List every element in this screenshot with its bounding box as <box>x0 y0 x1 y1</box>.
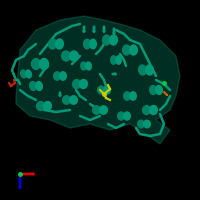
Ellipse shape <box>146 65 153 75</box>
Ellipse shape <box>130 45 137 55</box>
Ellipse shape <box>30 82 36 90</box>
Ellipse shape <box>93 106 100 114</box>
Ellipse shape <box>104 86 110 94</box>
Ellipse shape <box>26 70 31 78</box>
Polygon shape <box>16 16 180 144</box>
Ellipse shape <box>118 112 124 120</box>
Ellipse shape <box>143 106 150 114</box>
Ellipse shape <box>70 51 78 61</box>
Ellipse shape <box>36 82 42 90</box>
Ellipse shape <box>80 80 87 88</box>
Ellipse shape <box>139 65 146 75</box>
Ellipse shape <box>63 96 70 104</box>
Ellipse shape <box>124 112 130 120</box>
Ellipse shape <box>98 86 104 94</box>
Ellipse shape <box>123 45 130 55</box>
Ellipse shape <box>37 102 44 110</box>
Ellipse shape <box>81 62 86 70</box>
Ellipse shape <box>49 39 56 49</box>
Ellipse shape <box>156 86 162 94</box>
Ellipse shape <box>86 62 91 70</box>
Ellipse shape <box>124 92 130 100</box>
Ellipse shape <box>32 58 40 70</box>
Ellipse shape <box>84 39 90 49</box>
Ellipse shape <box>70 96 77 104</box>
Ellipse shape <box>44 102 51 110</box>
Ellipse shape <box>62 51 70 61</box>
Ellipse shape <box>111 56 116 64</box>
Ellipse shape <box>54 72 60 80</box>
Ellipse shape <box>150 106 157 114</box>
Ellipse shape <box>21 70 26 78</box>
Ellipse shape <box>150 86 156 94</box>
Ellipse shape <box>40 58 48 70</box>
Ellipse shape <box>103 35 110 45</box>
Ellipse shape <box>110 35 117 45</box>
Ellipse shape <box>60 72 66 80</box>
Ellipse shape <box>138 120 144 128</box>
Ellipse shape <box>130 92 136 100</box>
Ellipse shape <box>73 80 80 88</box>
Ellipse shape <box>56 39 63 49</box>
Ellipse shape <box>116 56 121 64</box>
Ellipse shape <box>100 106 107 114</box>
Ellipse shape <box>90 39 96 49</box>
Ellipse shape <box>144 120 150 128</box>
